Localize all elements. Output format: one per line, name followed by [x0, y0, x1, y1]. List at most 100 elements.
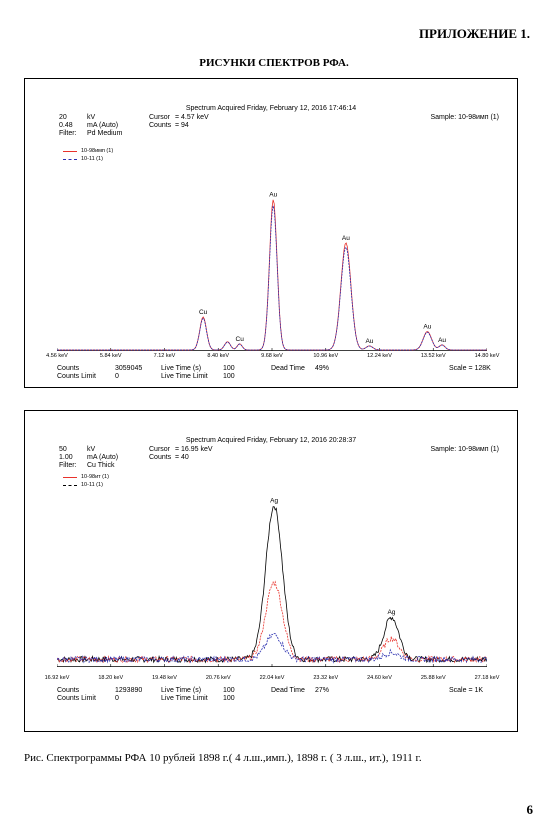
filter-value: Cu Thick — [87, 462, 115, 469]
appendix-label: ПРИЛОЖЕНИЕ 1. — [418, 26, 530, 41]
peak-label: Au — [423, 323, 431, 330]
ma-value: 0.48 — [59, 122, 73, 129]
footer-scale: Scale = 128K — [449, 365, 491, 372]
counts-label: Counts — [149, 454, 172, 461]
footer-counts-limit: 0 — [115, 373, 119, 380]
cursor-value: = 4.57 keV — [175, 114, 209, 121]
footer-counts-label: Counts — [57, 365, 80, 372]
footer-live-time: 100 — [223, 365, 235, 372]
ma-unit: mA (Auto) — [87, 454, 119, 461]
counts-label: Counts — [149, 122, 172, 129]
peak-label: Au — [438, 337, 446, 344]
x-tick-label: 7.12 keV — [153, 353, 176, 359]
spectrum-plot-2: Ag Ag — [57, 471, 487, 667]
counts-value: = 40 — [175, 454, 189, 461]
x-tick-label: 13.52 keV — [420, 353, 446, 359]
spectrum-panel-2: Spectrum Acquired Friday, February 12, 2… — [24, 410, 518, 732]
footer-live-time: 100 — [223, 687, 235, 694]
x-tick-label: 5.84 keV — [99, 353, 122, 359]
legend-swatch — [63, 484, 77, 486]
spectrum-series-line — [57, 205, 487, 351]
x-ticks-1: 4.56 keV 5.84 keV 7.12 keV 8.40 keV 9.68 keV… — [46, 353, 499, 361]
ma-value: 1.00 — [59, 454, 73, 461]
footer-scale: Scale = 1K — [449, 687, 484, 694]
footer-dead-time-label: Dead Time — [271, 365, 305, 372]
legend-item: 10-11 (1) — [63, 481, 109, 489]
legend-label: 10-11 (1) — [81, 482, 103, 488]
legend-2: 10-98ит (1) 10-11 (1) — [63, 473, 109, 489]
spectrum-series-line — [57, 580, 487, 664]
footer-live-time-label: Live Time (s) — [161, 687, 202, 694]
sample-label: Sample: 10-98имп (1) — [430, 114, 499, 121]
footer-live-time-limit-label: Live Time Limit — [161, 373, 208, 380]
legend-1: 10-98имп (1) 10-11 (1) — [63, 147, 113, 163]
section-title: РИСУНКИ СПЕКТРОВ РФА. — [199, 57, 349, 69]
x-tick-label: 16.92 keV — [44, 675, 70, 681]
page-number: 6 — [526, 802, 534, 817]
kv-unit: kV — [87, 446, 96, 453]
x-tick-label: 14.80 keV — [474, 353, 500, 359]
spectrum-plot-1: Cu Cu Au Au Au Au Au — [57, 141, 487, 351]
x-tick-label: 27.18 keV — [474, 675, 500, 681]
filter-label: Filter: — [59, 462, 77, 469]
spectrum-chart-1: Cu Cu Au Au Au Au Au — [57, 192, 487, 351]
cursor-label: Cursor — [149, 114, 171, 121]
sample-label: Sample: 10-98имп (1) — [430, 446, 499, 453]
legend-label: 10-98ит (1) — [81, 474, 109, 480]
spectrum-footer-1: Counts 3059045 Live Time (s) 100 Dead Ti… — [57, 365, 497, 381]
x-tick-label: 9.68 keV — [261, 353, 283, 359]
legend-swatch — [63, 476, 77, 478]
x-tick-label: 20.76 keV — [205, 675, 231, 681]
legend-item: 10-98ит (1) — [63, 473, 109, 481]
legend-swatch — [63, 158, 77, 160]
x-tick-label: 4.56 keV — [46, 353, 68, 359]
spectrum-footer-2: Counts 1293890 Live Time (s) 100 Dead Ti… — [57, 687, 497, 703]
peak-label: Ag — [387, 609, 395, 616]
counts-value: = 94 — [175, 122, 189, 129]
footer-live-time-label: Live Time (s) — [161, 365, 202, 372]
footer-counts-limit: 0 — [115, 695, 119, 702]
footer-dead-time-label: Dead Time — [271, 687, 305, 694]
footer-dead-time: 27% — [315, 687, 330, 694]
x-tick-label: 24.60 keV — [367, 675, 392, 681]
spectrum-chart-2: Ag Ag — [57, 498, 487, 667]
cursor-label: Cursor — [149, 446, 171, 453]
x-tick-label: 18.20 keV — [98, 675, 124, 681]
kv-value: 50 — [59, 446, 67, 453]
x-tick-label: 10.96 keV — [313, 353, 339, 359]
footer-dead-time: 49% — [315, 365, 330, 372]
filter-value: Pd Medium — [87, 130, 123, 137]
peak-label: Cu — [199, 309, 208, 316]
x-tick-label: 25.88 keV — [420, 675, 446, 681]
x-tick-label: 8.40 keV — [207, 353, 230, 359]
ma-unit: mA (Auto) — [87, 122, 119, 129]
peak-label: Cu — [236, 336, 245, 343]
legend-swatch — [63, 150, 77, 152]
footer-live-time-limit-label: Live Time Limit — [161, 695, 208, 702]
legend-item: 10-11 (1) — [63, 155, 113, 163]
footer-counts-limit-label: Counts Limit — [57, 695, 96, 702]
footer-counts-label: Counts — [57, 687, 80, 694]
kv-unit: kV — [87, 114, 96, 121]
figure-caption: Рис. Спектрограммы РФА 10 рублей 1898 г.… — [24, 752, 422, 764]
peak-label: Au — [269, 192, 277, 199]
x-ticks-2: 16.92 keV 18.20 keV 19.48 keV 20.76 keV 22.0… — [45, 675, 500, 683]
footer-counts: 1293890 — [115, 687, 143, 694]
cursor-value: = 16.95 keV — [175, 446, 213, 453]
legend-label: 10-11 (1) — [81, 156, 103, 162]
spectrum-acquired: Spectrum Acquired Friday, February 12, 2… — [185, 105, 357, 112]
spectrum-panel-1: Spectrum Acquired Friday, February 12, 2… — [24, 78, 518, 388]
spectrum-series-line — [57, 199, 487, 351]
kv-value: 20 — [59, 114, 67, 121]
x-tick-label: 12.24 keV — [367, 353, 392, 359]
footer-counts: 3059045 — [115, 365, 143, 372]
spectrum-series-line — [57, 632, 487, 664]
spectrum-acquired: Spectrum Acquired Friday, February 12, 2… — [185, 437, 357, 444]
footer-live-time-limit: 100 — [223, 373, 235, 380]
x-tick-label: 19.48 keV — [152, 675, 177, 681]
x-tick-label: 23.32 keV — [313, 675, 339, 681]
legend-item: 10-98имп (1) — [63, 147, 113, 155]
legend-label: 10-98имп (1) — [81, 148, 114, 154]
peak-label: Ag — [270, 498, 278, 505]
x-tick-label: 22.04 keV — [259, 675, 285, 681]
